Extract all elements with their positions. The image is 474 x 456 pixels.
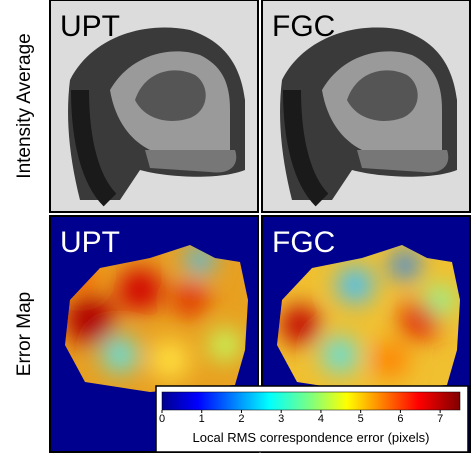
panel: FGC [262, 0, 470, 212]
tick-label: 4 [318, 413, 324, 425]
tick-label: 5 [358, 413, 364, 425]
row-label: Intensity Average [14, 33, 35, 178]
tick-label: 0 [159, 413, 165, 425]
panel-label: FGC [272, 10, 335, 43]
panel-label: UPT [60, 10, 120, 43]
tick-label: 7 [437, 413, 443, 425]
panel-label: UPT [60, 226, 120, 259]
row-label: Error Map [14, 292, 35, 376]
tick-label: 6 [397, 413, 403, 425]
colorbar-label: Local RMS correspondence error (pixels) [193, 430, 430, 445]
colorbar: Local RMS correspondence error (pixels) … [155, 385, 469, 453]
panel-label: FGC [272, 226, 335, 259]
tick-label: 2 [238, 413, 244, 425]
tick-label: 1 [199, 413, 205, 425]
panel: UPT [50, 0, 258, 212]
colorbar-gradient [161, 391, 461, 411]
tick-label: 3 [278, 413, 284, 425]
